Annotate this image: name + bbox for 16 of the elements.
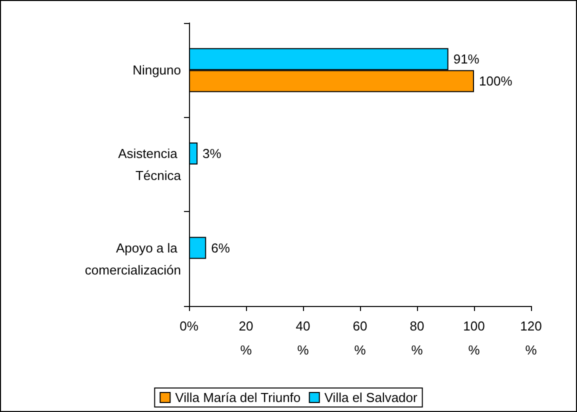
y-tick-label: Ninguno: [132, 62, 181, 78]
y-tick-label: Apoyo a la comercialización: [84, 240, 181, 278]
x-tick-label: 120%: [520, 318, 542, 358]
data-label: 6%: [211, 240, 230, 256]
x-tick-label: 80%: [410, 318, 424, 358]
legend-label: Villa el Salvador: [324, 390, 418, 405]
data-label: 100%: [479, 74, 513, 89]
y-tick-label: Asistencia Técnica: [118, 146, 182, 183]
data-label: 91%: [453, 52, 480, 67]
x-tick-label: 20%: [238, 318, 254, 358]
x-tick-label: 40%: [296, 318, 310, 358]
legend-label: Villa María del Triunfo: [175, 390, 301, 405]
x-tick-label: 100%: [463, 318, 485, 358]
x-tick-label: 0%: [180, 318, 199, 334]
x-tick-label: 60%: [352, 318, 368, 358]
data-label: 3%: [202, 146, 222, 161]
